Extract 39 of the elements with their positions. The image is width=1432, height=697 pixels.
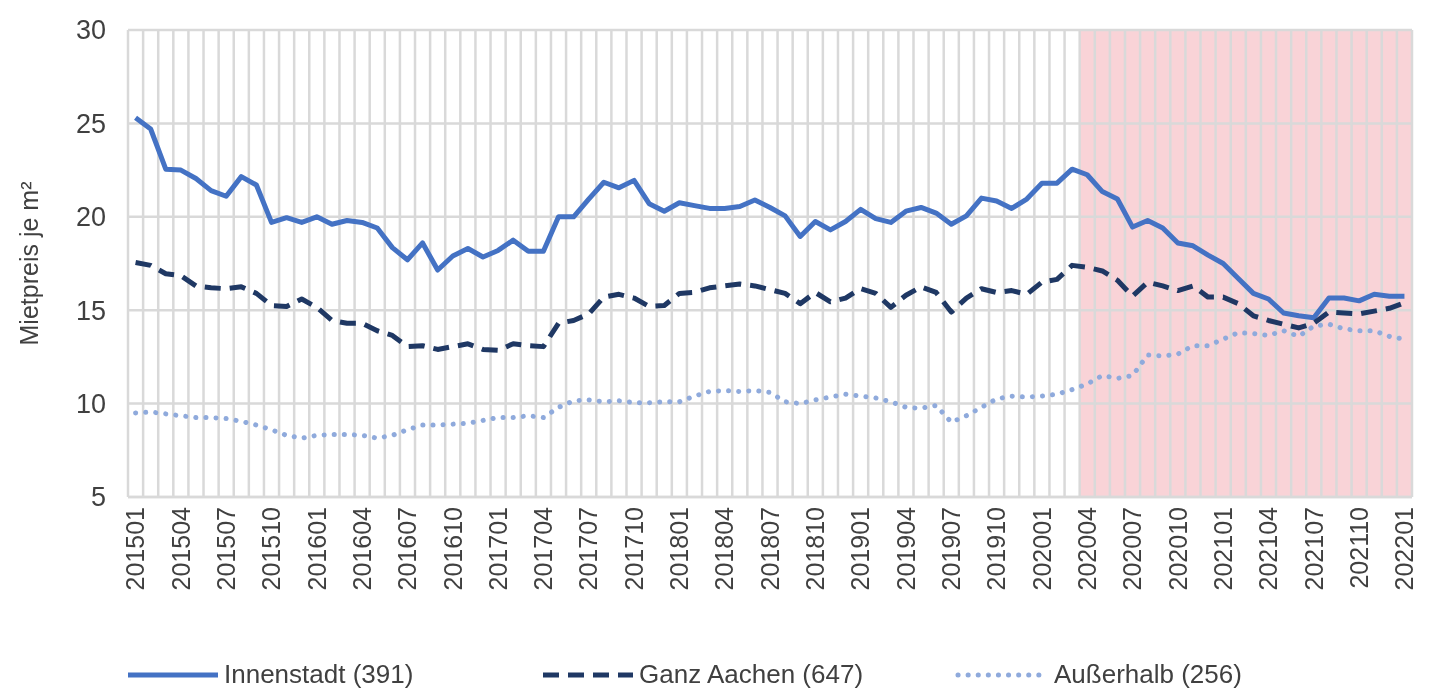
- x-tick-label: 201907: [937, 507, 966, 591]
- x-tick-label: 202001: [1027, 507, 1056, 591]
- x-tick-label: 202010: [1163, 507, 1192, 591]
- y-tick-label: 5: [90, 482, 106, 513]
- x-tick-label: 201607: [393, 507, 422, 591]
- x-tick-label: 201610: [438, 507, 467, 591]
- x-tick-label: 202201: [1390, 507, 1419, 591]
- x-tick-label: 201507: [211, 507, 240, 591]
- x-tick-label: 201707: [574, 507, 603, 591]
- x-tick-label: 201807: [755, 507, 784, 591]
- legend-label: Ganz Aachen (647): [639, 659, 864, 689]
- legend-label: Innenstadt (391): [224, 659, 414, 689]
- x-tick-label: 201501: [121, 507, 150, 591]
- y-tick-label: 30: [75, 15, 106, 46]
- x-tick-label: 201504: [166, 506, 195, 591]
- x-tick-label: 202101: [1208, 507, 1237, 591]
- x-tick-label: 201804: [710, 506, 739, 591]
- x-tick-label: 201710: [619, 507, 648, 591]
- x-tick-label: 202110: [1344, 507, 1373, 589]
- x-tick-label: 201904: [891, 506, 920, 591]
- x-tick-label: 201601: [302, 507, 331, 591]
- x-tick-label: 202107: [1299, 507, 1328, 591]
- x-tick-label: 201810: [801, 507, 830, 591]
- x-tick-label: 201701: [483, 507, 512, 591]
- x-tick-label: 202004: [1072, 506, 1101, 591]
- x-tick-label: 201510: [257, 507, 286, 591]
- x-tick-label: 202007: [1118, 507, 1147, 591]
- x-tick-label: 201604: [347, 506, 376, 591]
- y-tick-label: 25: [75, 108, 106, 139]
- x-tick-label: 202104: [1254, 506, 1283, 591]
- y-axis-title: Mietpreis je m²: [15, 181, 43, 346]
- x-tick-label: 201901: [846, 507, 875, 591]
- legend-label: Außerhalb (256): [1054, 659, 1242, 689]
- y-tick-label: 15: [75, 295, 106, 326]
- y-tick-label: 10: [75, 389, 106, 420]
- x-tick-label: 201801: [665, 507, 694, 591]
- x-tick-label: 201704: [529, 506, 558, 591]
- x-tick-label: 201910: [982, 507, 1011, 591]
- y-tick-label: 20: [75, 202, 106, 233]
